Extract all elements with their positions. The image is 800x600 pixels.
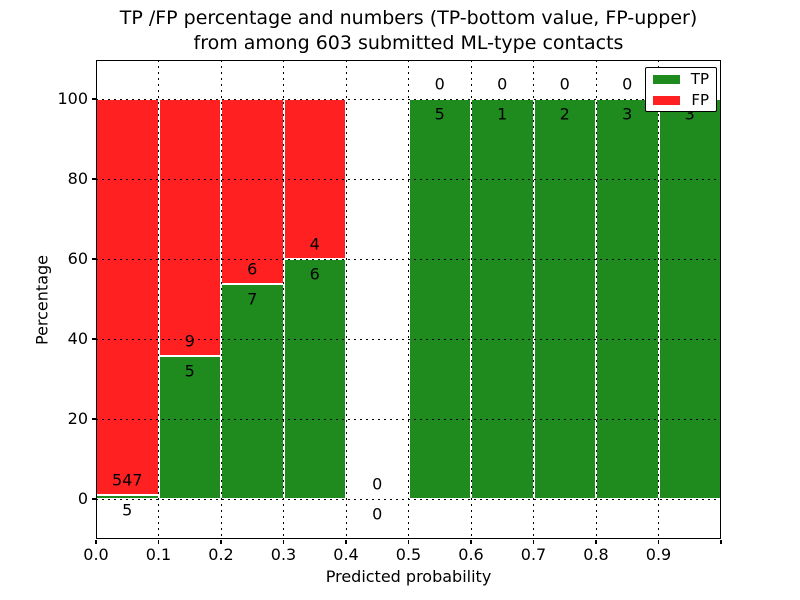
fp-count-label: 0	[622, 74, 633, 94]
x-tick-label: 0.2	[208, 545, 234, 564]
fp-count-label: 0	[372, 474, 383, 494]
x-tick-label: 0.1	[145, 545, 172, 564]
chart-title-line1: TP /FP percentage and numbers (TP-bottom…	[119, 7, 698, 29]
x-tick-mark	[282, 539, 285, 544]
x-tick-label: 0.4	[333, 545, 359, 564]
fp-legend-swatch	[653, 96, 681, 105]
y-tick-mark	[91, 498, 96, 500]
tp-legend-label: TP	[690, 70, 709, 88]
y-tick-label: 20	[67, 409, 88, 428]
gridline-vertical	[283, 60, 284, 539]
tp-count-label: 2	[559, 104, 570, 124]
gridline-vertical	[658, 60, 659, 539]
x-tick-label: 0.3	[270, 545, 297, 564]
y-tick-label: 40	[67, 329, 88, 348]
fp-bar-segment	[221, 99, 284, 284]
tp-bar-segment	[408, 99, 471, 499]
x-tick-mark	[220, 539, 222, 544]
tp-bar-segment	[533, 99, 596, 499]
x-tick-mark	[657, 539, 660, 544]
x-tick-label: 0.7	[520, 545, 547, 564]
fp-count-label: 0	[497, 74, 508, 94]
x-tick-mark	[470, 539, 472, 544]
tp-bar-segment	[283, 259, 346, 499]
gridline-vertical	[533, 60, 534, 539]
chart-title: TP /FP percentage and numbers (TP-bottom…	[96, 6, 721, 56]
legend: TP FP	[645, 67, 717, 112]
gridline-vertical	[595, 60, 597, 539]
y-tick-mark	[91, 98, 96, 100]
tp-bar-segment	[658, 99, 721, 499]
fp-count-label: 0	[434, 74, 445, 94]
fp-bar-segment	[158, 99, 221, 357]
x-tick-label: 0.0	[83, 545, 109, 564]
legend-entry-fp: FP	[646, 91, 716, 110]
gridline-vertical	[345, 60, 347, 539]
tp-bar-segment	[158, 356, 221, 499]
fp-legend-label: FP	[691, 91, 709, 109]
x-tick-mark	[157, 539, 160, 544]
fp-count-label: 0	[559, 74, 570, 94]
tp-count-label: 6	[309, 264, 320, 284]
legend-entry-tp: TP	[646, 70, 716, 89]
tp-count-label: 0	[372, 504, 383, 524]
y-tick-label: 80	[67, 169, 88, 188]
fp-count-label: 547	[111, 470, 143, 490]
tp-count-label: 5	[122, 500, 133, 520]
x-tick-mark	[345, 539, 347, 544]
y-tick-mark	[91, 418, 96, 420]
x-tick-label: 0.5	[395, 545, 422, 564]
tp-count-label: 5	[434, 104, 445, 124]
tp-count-label: 7	[247, 289, 258, 309]
plot-area: TP FP 5475956746000501020303	[96, 60, 721, 539]
chart-title-line2: from among 603 submitted ML-type contact…	[193, 32, 624, 54]
tp-bar-segment	[596, 99, 659, 499]
tp-bar-segment	[471, 99, 534, 499]
y-tick-mark	[91, 258, 96, 260]
gridline-vertical	[470, 60, 472, 539]
x-tick-mark	[407, 539, 410, 544]
tp-count-label: 5	[184, 361, 195, 381]
x-tick-label: 0.8	[583, 545, 609, 564]
y-tick-mark	[91, 178, 96, 180]
x-tick-mark	[595, 539, 597, 544]
y-tick-mark	[91, 338, 96, 340]
tp-count-label: 3	[684, 104, 695, 124]
fp-count-label: 6	[247, 259, 258, 279]
fp-count-label: 9	[184, 331, 195, 351]
y-tick-label: 0	[77, 489, 88, 508]
gridline-vertical	[158, 60, 159, 539]
tp-bar-segment	[221, 283, 284, 499]
y-tick-label: 100	[57, 89, 88, 108]
x-axis-label: Predicted probability	[325, 567, 492, 586]
x-tick-mark	[95, 539, 97, 544]
x-tick-mark	[532, 539, 535, 544]
x-tick-mark	[720, 539, 722, 544]
gridline-vertical	[408, 60, 409, 539]
tp-legend-swatch	[653, 75, 680, 84]
x-tick-label: 0.6	[458, 545, 484, 564]
x-tick-label: 0.9	[645, 545, 672, 564]
fp-bar-segment	[96, 99, 159, 496]
fp-count-label: 4	[309, 234, 320, 254]
gridline-vertical	[220, 60, 222, 539]
tp-count-label: 1	[497, 104, 508, 124]
tp-count-label: 3	[622, 104, 633, 124]
y-tick-label: 60	[67, 249, 88, 268]
